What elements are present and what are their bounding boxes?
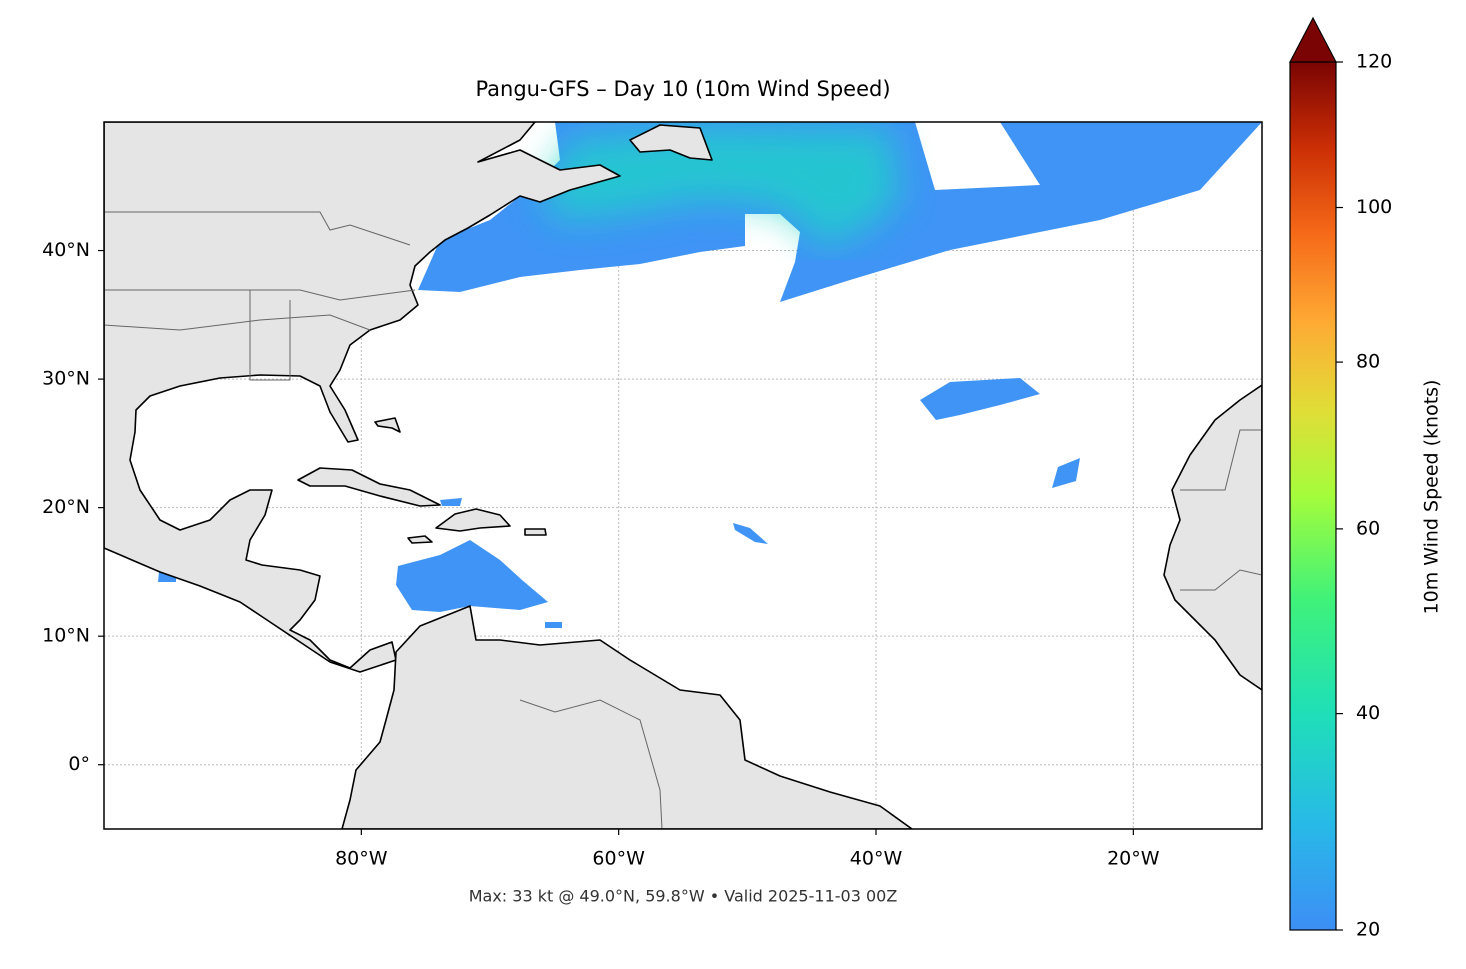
map-title: Pangu-GFS – Day 10 (10m Wind Speed) bbox=[475, 77, 890, 101]
north-america bbox=[104, 122, 621, 673]
colorbar-extension bbox=[1289, 16, 1337, 63]
borders bbox=[1180, 429, 1262, 491]
wind-area bbox=[440, 498, 462, 506]
puerto-rico bbox=[524, 528, 547, 536]
borders bbox=[249, 290, 291, 381]
wind-field bbox=[158, 122, 1262, 628]
wind-area bbox=[545, 622, 562, 628]
newfoundland bbox=[629, 124, 713, 161]
cuba bbox=[297, 467, 441, 507]
hispaniola bbox=[435, 508, 511, 532]
south-america bbox=[341, 605, 913, 829]
colorbar-tick-label: 60 bbox=[1356, 517, 1380, 539]
y-tick-label: 10°N bbox=[42, 625, 90, 647]
colorbar-tick-label: 100 bbox=[1356, 196, 1392, 218]
wind-area bbox=[396, 540, 548, 612]
jamaica bbox=[407, 535, 433, 544]
borders bbox=[104, 289, 416, 301]
wind-area bbox=[1052, 458, 1080, 488]
colorbar-label: 10m Wind Speed (knots) bbox=[1421, 380, 1443, 615]
y-tick-label: 20°N bbox=[42, 496, 90, 518]
bahamas bbox=[374, 417, 401, 433]
map-layer bbox=[104, 122, 1262, 829]
y-tick-label: 30°N bbox=[42, 368, 90, 390]
y-tick-label: 40°N bbox=[42, 239, 90, 261]
map-frame bbox=[103, 121, 1263, 830]
x-tick-label: 40°W bbox=[850, 848, 903, 870]
africa bbox=[1163, 384, 1262, 691]
wind-area bbox=[733, 523, 768, 544]
borders bbox=[104, 314, 371, 331]
x-tick-label: 60°W bbox=[592, 848, 645, 870]
borders bbox=[519, 699, 663, 829]
y-tick-label: 0° bbox=[68, 753, 90, 775]
colorbar-tick-label: 80 bbox=[1356, 351, 1380, 373]
colorbar-tick-label: 20 bbox=[1356, 919, 1380, 941]
x-tick-label: 20°W bbox=[1107, 848, 1160, 870]
borders bbox=[1180, 569, 1262, 591]
wind-core bbox=[540, 128, 900, 248]
x-tick-label: 80°W bbox=[335, 848, 388, 870]
borders bbox=[104, 211, 411, 246]
land bbox=[104, 122, 1262, 829]
colorbar-tick-label: 40 bbox=[1356, 702, 1380, 724]
colorbar-tick-label: 120 bbox=[1356, 51, 1392, 73]
footer-note: Max: 33 kt @ 49.0°N, 59.8°W • Valid 2025… bbox=[469, 887, 898, 906]
colorbar bbox=[1289, 61, 1337, 931]
wind-area bbox=[920, 378, 1040, 420]
